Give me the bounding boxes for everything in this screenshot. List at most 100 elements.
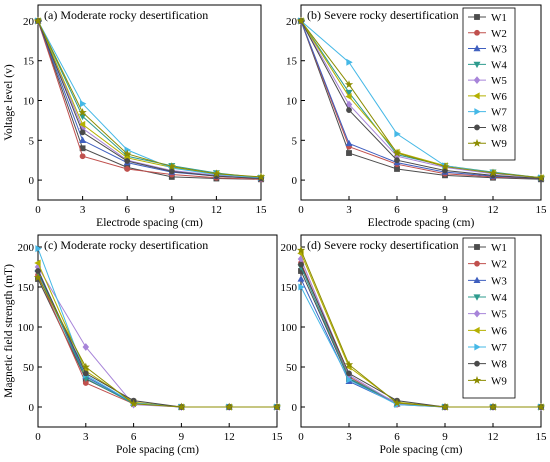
x-tick-label: 15	[272, 431, 284, 443]
plot-frame	[37, 234, 278, 428]
data-point	[78, 108, 87, 117]
data-point	[345, 139, 353, 147]
series-line	[37, 266, 277, 408]
data-point	[34, 259, 41, 267]
x-tick-label: 3	[80, 204, 86, 216]
y-tick-label: 0	[292, 402, 298, 414]
y-tick-label: 0	[29, 402, 35, 414]
legend-marker	[473, 276, 481, 283]
y-tick-label: 20	[286, 16, 298, 28]
data-point	[79, 153, 86, 160]
data-point	[346, 370, 352, 377]
x-tick-label: 6	[394, 431, 400, 443]
legend-marker	[473, 326, 480, 334]
series-line	[37, 20, 262, 179]
x-axis-label: Electrode spacing (cm)	[96, 217, 203, 229]
series-line	[37, 20, 262, 179]
series-line	[300, 20, 542, 179]
plot-frame	[37, 4, 262, 201]
data-point	[78, 120, 86, 128]
y-tick-label: 10	[23, 96, 35, 108]
legend-marker	[472, 138, 482, 147]
data-point	[346, 150, 352, 156]
legend-entry-W9: W9	[491, 138, 507, 150]
data-point	[296, 245, 306, 254]
data-point	[123, 149, 132, 158]
x-tick-label: 0	[35, 204, 41, 216]
x-tick-label: 9	[442, 204, 448, 216]
series-line	[37, 20, 262, 179]
x-tick-label: 12	[488, 431, 499, 443]
legend-entry-W8: W8	[491, 122, 507, 134]
legend-entry-W2: W2	[491, 28, 507, 40]
data-point	[488, 402, 498, 411]
y-tick-label: 20	[23, 16, 35, 28]
data-point	[394, 157, 400, 164]
y-tick-label: 0	[292, 175, 298, 187]
legend-entry-W2: W2	[491, 259, 507, 271]
legend-entry-W5: W5	[491, 75, 507, 87]
series-W9	[296, 245, 546, 411]
x-axis-label: Pole spacing (cm)	[116, 444, 199, 456]
data-point	[392, 148, 402, 157]
data-point	[298, 283, 305, 291]
series-W7	[35, 245, 281, 411]
legend-entry-W6: W6	[491, 325, 507, 337]
legend-marker	[474, 14, 480, 20]
series-line	[300, 20, 542, 179]
series-line	[37, 20, 262, 178]
legend-marker	[474, 260, 480, 267]
legend-marker	[474, 108, 481, 116]
chart-title: (b) Severe rocky desertification	[307, 8, 459, 22]
y-tick-label: 150	[281, 282, 298, 294]
data-point	[440, 402, 450, 411]
x-tick-label: 6	[131, 431, 137, 443]
data-point	[35, 268, 41, 274]
series-line	[300, 250, 541, 408]
legend-entry-W7: W7	[491, 107, 507, 119]
data-point	[256, 172, 266, 181]
series-line	[300, 20, 542, 180]
legend-marker	[473, 92, 480, 100]
legend-marker	[473, 44, 481, 52]
y-tick-label: 150	[18, 282, 35, 294]
data-point	[33, 272, 43, 281]
legend-marker	[472, 375, 482, 384]
legend-entry-W7: W7	[491, 342, 507, 354]
x-tick-label: 9	[179, 431, 185, 443]
x-tick-label: 3	[346, 431, 352, 443]
y-tick-label: 50	[23, 362, 35, 374]
y-tick-label: 0	[29, 175, 35, 187]
data-point	[536, 173, 546, 182]
data-point	[225, 402, 234, 411]
y-tick-label: 15	[23, 56, 35, 68]
series-W8	[35, 18, 264, 182]
legend-marker	[473, 76, 481, 84]
legend-entry-W1: W1	[491, 242, 507, 254]
data-point	[392, 398, 402, 407]
legend-marker	[474, 29, 480, 36]
chart-panel-2: 0 3 6 9 12 15 0 5 10 15 20 (b) Severe rocky deserti…	[286, 4, 547, 229]
legend-marker	[474, 124, 480, 131]
data-point	[394, 130, 401, 138]
series-W6	[34, 259, 280, 411]
x-tick-label: 15	[536, 431, 548, 443]
y-axis-label: Magnetic field strength (mT)	[3, 264, 15, 398]
x-tick-label: 0	[298, 204, 304, 216]
data-point	[345, 93, 352, 101]
data-point	[124, 158, 131, 164]
y-tick-label: 50	[286, 362, 298, 374]
series-line	[37, 277, 277, 408]
legend-entry-W3: W3	[491, 44, 507, 56]
series-line	[37, 270, 277, 408]
y-tick-label: 100	[18, 322, 35, 334]
chart-title: (d) Severe rocky desertification	[307, 238, 459, 252]
legend-entry-W4: W4	[491, 59, 507, 71]
data-point	[488, 168, 498, 177]
series-line	[37, 262, 277, 408]
data-point	[272, 402, 282, 411]
x-tick-label: 15	[256, 204, 268, 216]
series-line	[37, 20, 262, 180]
